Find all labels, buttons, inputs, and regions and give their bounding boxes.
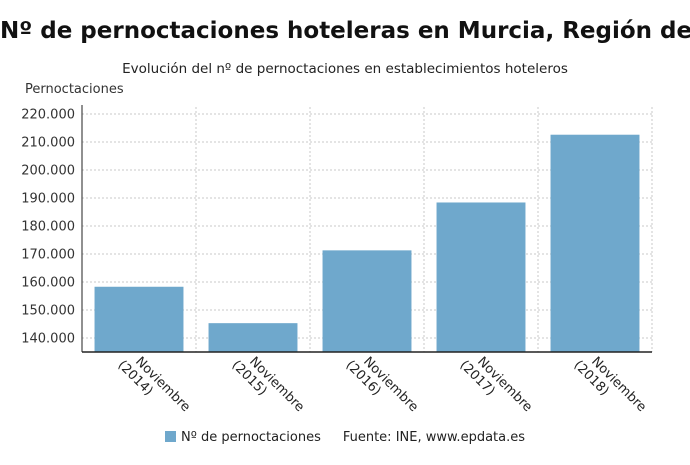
y-tick-label: 160.000 bbox=[21, 276, 75, 291]
y-tick-label: 190.000 bbox=[21, 192, 75, 207]
y-tick-label: 200.000 bbox=[21, 164, 75, 179]
bar bbox=[94, 286, 184, 352]
source-note: Fuente: INE, www.epdata.es bbox=[342, 430, 526, 445]
y-tick-label: 170.000 bbox=[21, 248, 75, 263]
y-tick-label: 150.000 bbox=[21, 304, 75, 319]
chart-subtitle: Evolución del nº de pernoctaciones en es… bbox=[122, 61, 568, 77]
x-tick-label: Noviembre(2018) bbox=[570, 347, 648, 425]
y-tick-label: 220.000 bbox=[21, 108, 75, 123]
legend-label: Nº de pernoctaciones bbox=[180, 430, 321, 445]
bars-group bbox=[94, 134, 640, 352]
legend-swatch bbox=[164, 431, 176, 442]
x-tick-label: Noviembre(2017) bbox=[456, 347, 534, 425]
axes bbox=[81, 105, 652, 353]
legend: Nº de pernoctaciones Fuente: INE, www.epd… bbox=[0, 430, 690, 445]
bar bbox=[208, 323, 298, 352]
bar-chart-plot: 140.000 150.000 160.000 170.000 180.000 190.0… bbox=[21, 105, 653, 425]
chart-title: Nº de pernoctaciones hoteleras en Murcia… bbox=[0, 18, 690, 44]
x-tick-label: Noviembre(2014) bbox=[114, 347, 192, 425]
x-tick-labels: Noviembre(2014) Noviembre(2015) Noviembre(… bbox=[114, 347, 648, 425]
bar bbox=[550, 134, 640, 352]
x-tick-label: Noviembre(2015) bbox=[228, 347, 306, 425]
y-tick-label: 180.000 bbox=[21, 220, 75, 235]
bar bbox=[436, 202, 526, 352]
y-tick-label: 140.000 bbox=[21, 332, 75, 347]
y-tick-labels: 140.000 150.000 160.000 170.000 180.000 190.0… bbox=[21, 108, 75, 347]
y-axis-label: Pernoctaciones bbox=[25, 82, 124, 97]
bar bbox=[322, 250, 412, 352]
x-tick-label: Noviembre(2016) bbox=[342, 347, 420, 425]
y-tick-label: 210.000 bbox=[21, 136, 75, 151]
